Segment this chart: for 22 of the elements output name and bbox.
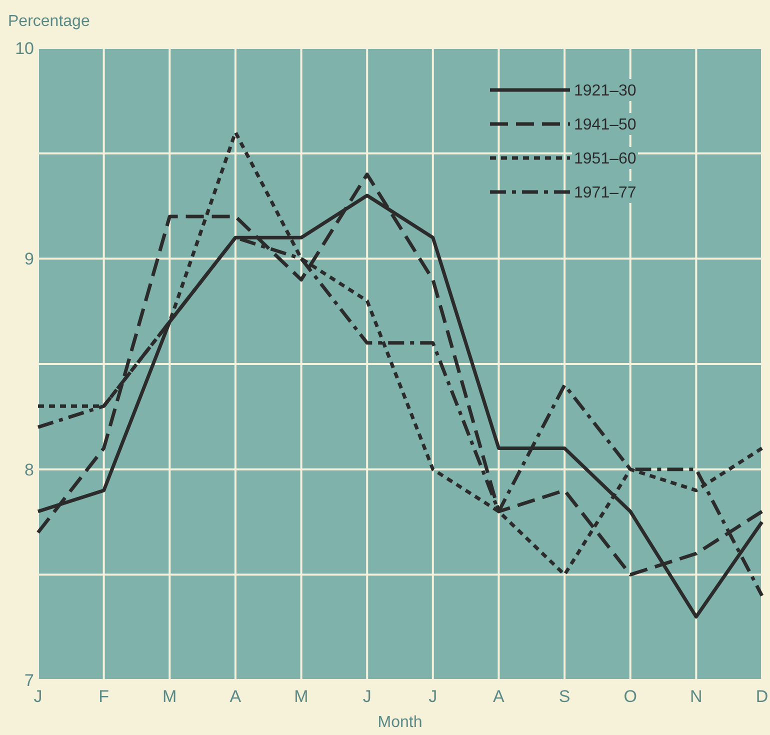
x-tick-label: A: [493, 687, 506, 706]
x-tick-label: S: [558, 687, 570, 706]
legend-label: 1941–50: [574, 116, 636, 134]
x-tick-label: N: [690, 687, 702, 706]
x-tick-label: F: [98, 687, 110, 706]
x-tick-label: D: [756, 687, 768, 706]
x-tick-label: J: [34, 687, 42, 706]
x-axis-title: Month: [378, 714, 422, 731]
x-tick-label: J: [362, 687, 372, 706]
x-tick-label: A: [230, 687, 242, 706]
legend-label: 1951–60: [574, 150, 636, 168]
y-axis-title: Percentage: [8, 13, 90, 30]
x-tick-label: M: [294, 687, 308, 706]
x-tick-label: M: [162, 687, 177, 706]
y-tick-label: 9: [24, 250, 34, 269]
y-tick-label: 7: [24, 670, 34, 690]
y-tick-label: 10: [15, 38, 34, 58]
legend-label: 1971–77: [574, 184, 636, 202]
legend-label: 1921–30: [574, 82, 636, 100]
x-tick-label: O: [624, 687, 637, 706]
x-tick-label: J: [428, 687, 438, 706]
y-tick-label: 8: [24, 460, 34, 480]
